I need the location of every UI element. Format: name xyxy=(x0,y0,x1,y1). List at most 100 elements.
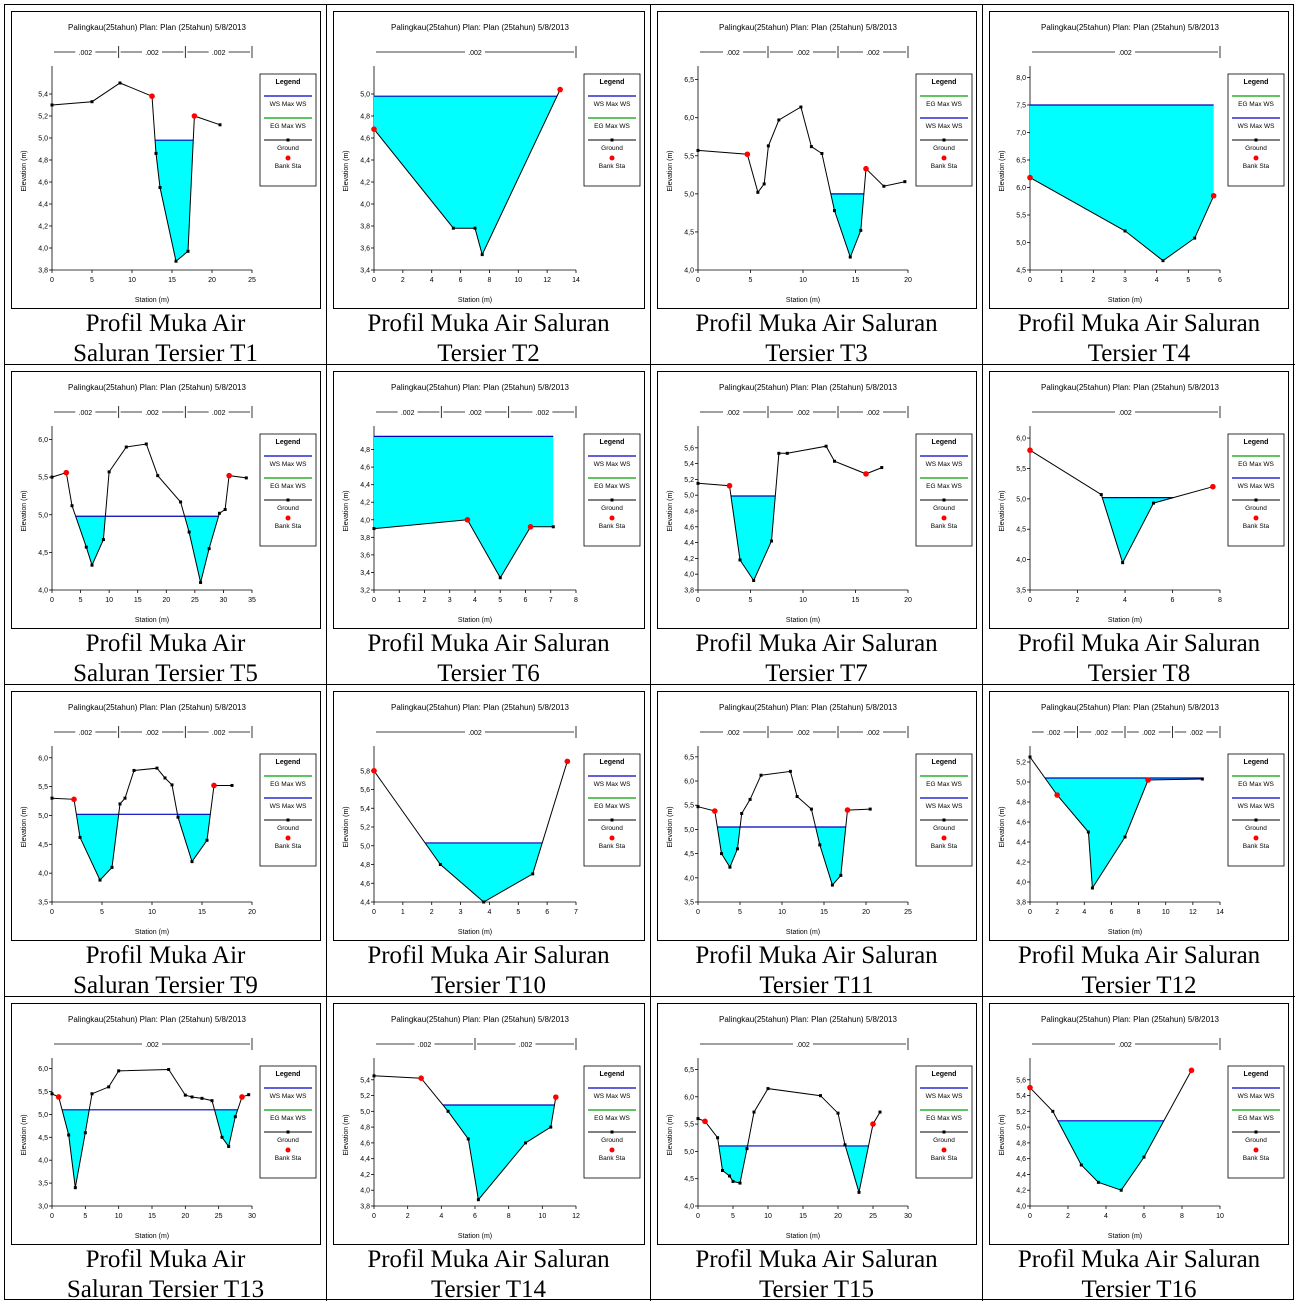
y-tick-label: 4,8 xyxy=(684,509,694,516)
bank-station-point xyxy=(1027,447,1033,454)
ground-point xyxy=(785,451,789,455)
ground-point xyxy=(1123,229,1127,233)
reach-label-bg xyxy=(75,47,96,56)
chart-title: Palingkau(25tahun) Plan: Plan (25tahun) … xyxy=(1041,703,1219,712)
chart-cell: Palingkau(25tahun) Plan: Plan (25tahun) … xyxy=(651,685,983,999)
legend-swatch xyxy=(286,498,290,502)
y-tick-label: 5,5 xyxy=(1016,213,1026,220)
bank-station-point xyxy=(863,165,869,172)
legend-entry: Ground xyxy=(933,1137,955,1144)
y-tick-label: 6,0 xyxy=(1016,436,1026,443)
legend-entry: EG Max WS xyxy=(270,483,306,490)
y-tick-label: 3,5 xyxy=(38,900,48,907)
y-tick-label: 5,4 xyxy=(360,1077,370,1084)
ground-point xyxy=(795,795,799,799)
ground-point xyxy=(446,1109,450,1113)
ground-point xyxy=(1079,1163,1083,1167)
reach-label-bg xyxy=(1115,1039,1135,1048)
ground-point xyxy=(752,579,756,583)
ground-point xyxy=(473,226,477,230)
bank-station-point xyxy=(418,1075,424,1081)
ground-line xyxy=(697,445,882,582)
legend-entry: Bank Sta xyxy=(275,843,302,850)
y-axis-label: Elevation (m) xyxy=(667,150,674,191)
reach-label-bg xyxy=(75,727,96,736)
ground-point xyxy=(124,445,128,449)
ground-point xyxy=(799,105,803,109)
x-tick-label: 25 xyxy=(904,909,912,916)
caption-line: Tersier T11 xyxy=(759,972,874,999)
y-tick-label: 4,6 xyxy=(360,1140,370,1147)
reach-label-bg xyxy=(1186,727,1207,736)
cross-section-chart: Palingkau(25tahun) Plan: Plan (25tahun) … xyxy=(343,383,641,624)
caption-line: Tersier T10 xyxy=(430,972,547,999)
y-tick-label: 6,0 xyxy=(38,1066,48,1073)
y-tick-label: 7,5 xyxy=(1016,103,1026,110)
legend-swatch xyxy=(941,515,947,521)
y-axis-label: Elevation (m) xyxy=(21,150,28,191)
reach-label: .002 xyxy=(1189,730,1203,737)
plot-frame: Palingkau(25tahun) Plan: Plan (25tahun) … xyxy=(333,371,645,629)
plot-frame: Palingkau(25tahun) Plan: Plan (25tahun) … xyxy=(989,691,1289,941)
x-tick-label: 0 xyxy=(1028,597,1032,604)
ground-point xyxy=(179,500,183,504)
legend-box xyxy=(1227,753,1285,867)
y-axis-label: Elevation (m) xyxy=(343,806,350,847)
ground-point xyxy=(217,511,221,515)
legend-box xyxy=(1227,433,1285,547)
legend-entry: EG Max WS xyxy=(270,123,306,130)
y-tick-label: 5,0 xyxy=(1016,496,1026,503)
legend-entry: Bank Sta xyxy=(1243,843,1270,850)
x-tick-label: 6 xyxy=(1109,909,1113,916)
x-tick-label: 5 xyxy=(100,909,104,916)
reach-label: .002 xyxy=(468,410,482,417)
figure-caption: Profil Muka Air Saluran Tersier T13 xyxy=(5,1245,326,1305)
figure-caption: Profil Muka Air Saluran Tersier T1 xyxy=(5,309,326,369)
cross-section-chart: Palingkau(25tahun) Plan: Plan (25tahun) … xyxy=(667,703,973,936)
legend-entry: Bank Sta xyxy=(275,523,302,530)
reach-label: .002 xyxy=(1118,1042,1132,1049)
legend-title: Legend xyxy=(600,439,625,446)
y-tick-label: 4,0 xyxy=(684,268,694,275)
ground-point xyxy=(144,442,148,446)
legend-box xyxy=(1227,1065,1285,1179)
ground-point xyxy=(745,1147,749,1151)
water-area xyxy=(731,496,776,581)
x-tick-label: 15 xyxy=(134,597,142,604)
y-tick-label: 5,5 xyxy=(1016,466,1026,473)
reach-label: .002 xyxy=(468,730,482,737)
legend-box xyxy=(1227,73,1285,187)
ground-point xyxy=(50,475,54,479)
ground-point xyxy=(482,900,486,904)
cross-section-chart: Palingkau(25tahun) Plan: Plan (25tahun) … xyxy=(667,1015,973,1240)
legend-swatch xyxy=(941,835,947,841)
reach-label-bg xyxy=(208,727,229,736)
x-tick-label: 10 xyxy=(1216,1213,1224,1220)
legend-box xyxy=(915,753,973,867)
x-tick-label: 20 xyxy=(904,277,912,284)
x-tick-label: 20 xyxy=(248,909,256,916)
ground-point xyxy=(1142,1155,1146,1159)
legend-swatch xyxy=(286,138,290,142)
cross-section-chart: Palingkau(25tahun) Plan: Plan (25tahun) … xyxy=(667,383,973,624)
legend-entry: Bank Sta xyxy=(931,523,958,530)
reach-label-bg xyxy=(465,727,485,736)
bank-station-point xyxy=(149,93,155,99)
y-tick-label: 4,5 xyxy=(684,1176,694,1183)
x-tick-label: 2 xyxy=(406,1213,410,1220)
ground-point xyxy=(480,253,484,257)
cross-section-chart: Palingkau(25tahun) Plan: Plan (25tahun) … xyxy=(21,1015,317,1240)
x-tick-label: 0 xyxy=(696,909,700,916)
legend-title: Legend xyxy=(600,759,625,766)
legend-box xyxy=(583,73,641,187)
legend-entry: Ground xyxy=(933,505,955,512)
caption-line: Profil Muka Air Saluran xyxy=(367,942,610,969)
ground-point xyxy=(748,797,752,801)
bank-station-point xyxy=(1145,777,1151,783)
water-area xyxy=(62,1109,238,1188)
y-tick-label: 4,0 xyxy=(1016,1204,1026,1211)
legend-entry: WS Max WS xyxy=(1238,123,1275,130)
legend-entry: EG Max WS xyxy=(926,101,962,108)
chart-cell: Palingkau(25tahun) Plan: Plan (25tahun) … xyxy=(651,5,983,367)
ground-point xyxy=(50,103,54,107)
